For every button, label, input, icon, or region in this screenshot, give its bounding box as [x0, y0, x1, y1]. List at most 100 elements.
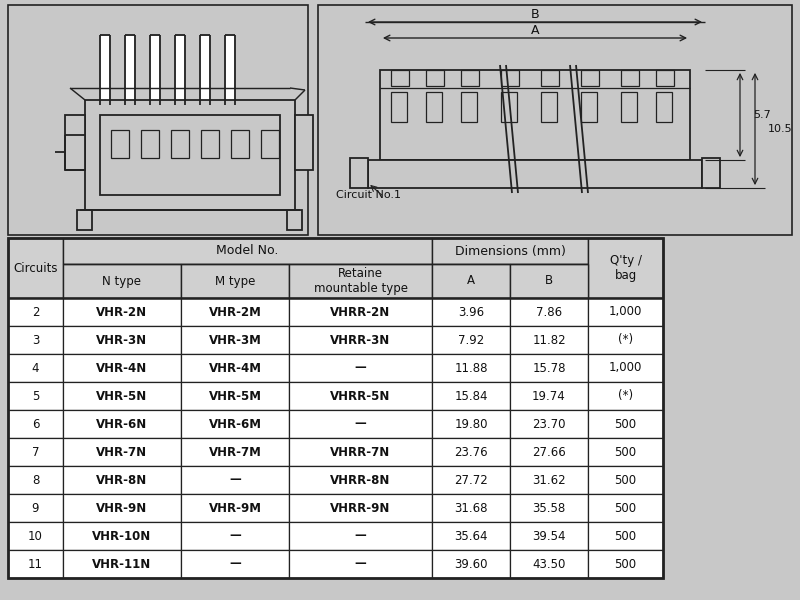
Text: 7: 7 — [32, 445, 39, 458]
Bar — [501, 70, 519, 86]
Text: 35.64: 35.64 — [454, 529, 488, 542]
Bar — [510, 466, 588, 494]
Bar — [432, 354, 510, 382]
Bar — [8, 382, 63, 410]
Bar — [8, 298, 63, 326]
Bar — [588, 354, 663, 382]
Text: 7.92: 7.92 — [458, 334, 484, 346]
Bar — [63, 238, 432, 264]
Bar — [380, 70, 690, 160]
Bar — [289, 522, 432, 550]
Text: VHR-3N: VHR-3N — [97, 334, 147, 346]
Text: 6: 6 — [32, 418, 39, 431]
Bar — [656, 70, 674, 86]
Bar — [111, 130, 129, 158]
Bar — [8, 522, 63, 550]
Text: VHRR-2N: VHRR-2N — [330, 305, 390, 319]
Bar — [226, 36, 234, 104]
Text: —: — — [354, 529, 366, 542]
Bar — [510, 264, 588, 298]
Text: 27.66: 27.66 — [532, 445, 566, 458]
Text: 8: 8 — [32, 473, 39, 487]
Bar — [181, 438, 289, 466]
Text: VHRR-8N: VHRR-8N — [330, 473, 390, 487]
Text: Dimensions (mm): Dimensions (mm) — [454, 245, 566, 257]
Bar — [63, 550, 181, 578]
Bar — [63, 298, 181, 326]
Text: —: — — [354, 361, 366, 374]
Text: VHR-4M: VHR-4M — [209, 361, 262, 374]
Bar — [126, 36, 134, 104]
Text: VHR-2N: VHR-2N — [97, 305, 147, 319]
Bar — [289, 494, 432, 522]
Bar — [510, 326, 588, 354]
Text: 500: 500 — [614, 557, 637, 571]
Text: Circuit No.1: Circuit No.1 — [336, 190, 401, 200]
Text: Model No.: Model No. — [216, 245, 278, 257]
Bar — [63, 466, 181, 494]
Text: 500: 500 — [614, 502, 637, 514]
Text: (*): (*) — [618, 334, 633, 346]
Text: 43.50: 43.50 — [532, 557, 566, 571]
Bar — [391, 92, 407, 122]
Bar — [426, 92, 442, 122]
Bar — [85, 100, 295, 210]
Bar — [510, 382, 588, 410]
Bar — [621, 70, 639, 86]
Bar — [588, 410, 663, 438]
Bar — [461, 92, 477, 122]
Text: 5.7: 5.7 — [753, 110, 771, 120]
Bar — [588, 550, 663, 578]
Bar — [581, 70, 599, 86]
Bar — [432, 238, 588, 264]
Text: 500: 500 — [614, 529, 637, 542]
Text: VHR-7M: VHR-7M — [209, 445, 262, 458]
Text: 11.82: 11.82 — [532, 334, 566, 346]
Text: VHR-11N: VHR-11N — [92, 557, 152, 571]
Text: 7.86: 7.86 — [536, 305, 562, 319]
Bar — [588, 522, 663, 550]
Text: VHRR-3N: VHRR-3N — [330, 334, 390, 346]
Bar — [289, 264, 432, 298]
Bar — [541, 70, 559, 86]
Bar — [289, 326, 432, 354]
Text: 39.54: 39.54 — [532, 529, 566, 542]
Text: 23.76: 23.76 — [454, 445, 488, 458]
Bar — [63, 264, 181, 298]
Text: (*): (*) — [618, 389, 633, 403]
Text: VHR-6N: VHR-6N — [96, 418, 148, 431]
Bar — [181, 298, 289, 326]
Text: 15.78: 15.78 — [532, 361, 566, 374]
Bar — [8, 466, 63, 494]
Bar — [63, 382, 181, 410]
Bar — [461, 70, 479, 86]
Text: N type: N type — [102, 275, 142, 287]
Bar — [8, 238, 663, 578]
Text: —: — — [354, 557, 366, 571]
Text: VHR-7N: VHR-7N — [97, 445, 147, 458]
Bar — [181, 410, 289, 438]
Bar — [181, 466, 289, 494]
Bar — [287, 210, 302, 230]
Bar — [289, 382, 432, 410]
Bar — [176, 36, 184, 104]
Bar — [181, 550, 289, 578]
Bar — [289, 466, 432, 494]
Bar — [63, 354, 181, 382]
Text: 1,000: 1,000 — [609, 305, 642, 319]
Text: 4: 4 — [32, 361, 39, 374]
Bar — [289, 298, 432, 326]
Bar — [588, 382, 663, 410]
Text: 1,000: 1,000 — [609, 361, 642, 374]
Text: VHRR-9N: VHRR-9N — [330, 502, 390, 514]
Text: B: B — [530, 7, 539, 20]
Bar — [8, 550, 63, 578]
Text: 23.70: 23.70 — [532, 418, 566, 431]
Bar — [510, 410, 588, 438]
Bar — [181, 326, 289, 354]
Bar — [432, 550, 510, 578]
Text: VHR-5N: VHR-5N — [96, 389, 148, 403]
Bar — [432, 438, 510, 466]
Bar — [201, 130, 219, 158]
Text: A: A — [530, 23, 539, 37]
